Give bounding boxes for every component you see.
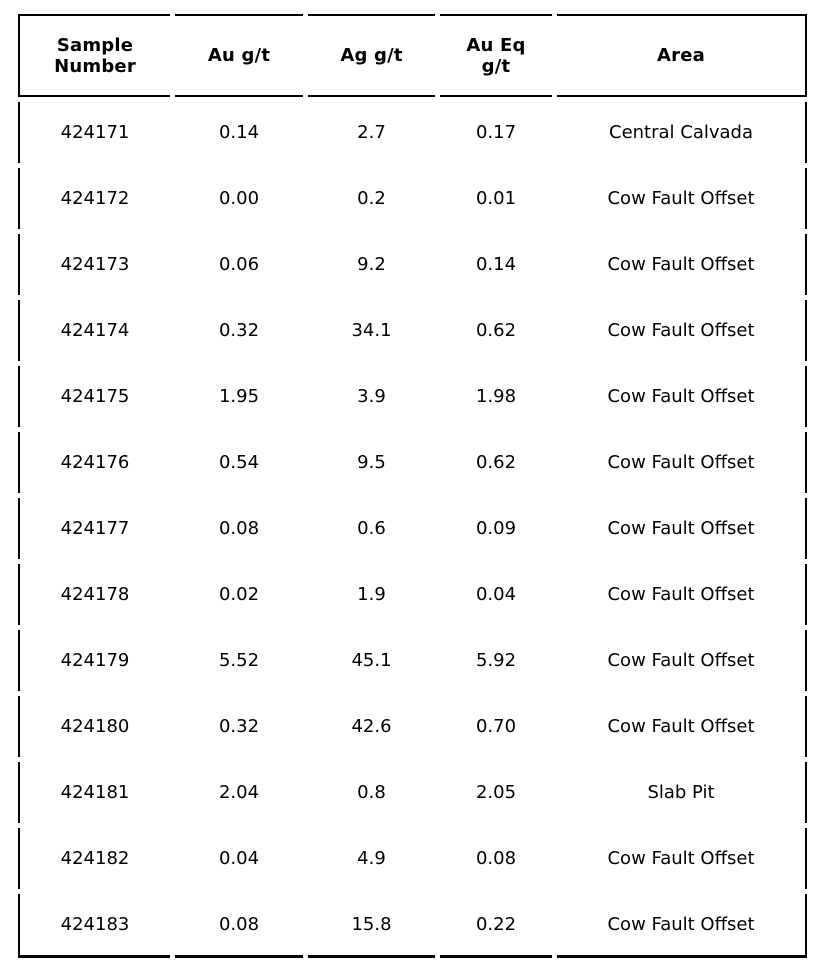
cell-ag-gt: 15.8 <box>308 894 435 958</box>
cell-area: Central Calvada <box>557 102 807 163</box>
cell-area: Cow Fault Offset <box>557 432 807 493</box>
column-header-sample-number: Sample Number <box>18 14 170 97</box>
cell-ag-gt: 42.6 <box>351 716 392 737</box>
cell-ag-gt: 4.9 <box>357 848 386 869</box>
cell-ag-gt: 3.9 <box>357 386 386 407</box>
table-row-424171: 424171 0.14 2.7 0.17 Central Calvada <box>18 102 807 163</box>
cell-area: Slab Pit <box>557 762 807 823</box>
column-header-ag-gt: Ag g/t <box>308 14 435 97</box>
cell-au-eq-gt: 5.92 <box>475 650 517 671</box>
table-row-424181: 424181 2.04 0.8 2.05 Slab Pit <box>18 762 807 823</box>
cell-sample-number: 424171 <box>18 102 170 163</box>
cell-au-gt: 1.95 <box>218 386 260 407</box>
cell-au-eq-gt: 0.17 <box>475 122 517 143</box>
cell-au-gt: 0.08 <box>175 894 303 958</box>
cell-au-gt: 0.54 <box>218 452 260 473</box>
cell-ag-gt: 0.6 <box>357 518 386 539</box>
cell-ag-gt: 1.9 <box>357 584 386 605</box>
cell-sample-number: 424182 <box>18 828 170 889</box>
table-body: 424171 0.14 2.7 0.17 Central Calvada 424172 0.… <box>18 102 807 958</box>
table-row-424180: 424180 0.32 42.6 0.70 Cow Fault Offset <box>18 696 807 757</box>
cell-au-eq-gt: 0.62 <box>475 452 517 473</box>
cell-au-gt: 5.52 <box>218 650 260 671</box>
cell-au-gt: 0.32 <box>218 320 260 341</box>
cell-ag-gt: 9.5 <box>357 452 386 473</box>
cell-au-gt: 0.14 <box>218 122 260 143</box>
cell-au-gt: 0.32 <box>218 716 260 737</box>
table-header: Sample Number Au g/t Ag g/t Au Eq g/t Area <box>18 14 807 97</box>
cell-au-gt: 0.00 <box>218 188 260 209</box>
cell-area: Cow Fault Offset <box>557 894 807 958</box>
cell-ag-gt: 45.1 <box>351 650 392 671</box>
cell-sample-number: 424181 <box>18 762 170 823</box>
cell-au-gt: 0.06 <box>218 254 260 275</box>
cell-area: Cow Fault Offset <box>557 630 807 691</box>
cell-area: Cow Fault Offset <box>557 696 807 757</box>
cell-ag-gt: 0.2 <box>357 188 386 209</box>
cell-area: Cow Fault Offset <box>557 234 807 295</box>
table-row-424175: 424175 1.95 3.9 1.98 Cow Fault Offset <box>18 366 807 427</box>
cell-area: Cow Fault Offset <box>557 564 807 625</box>
table-row-424178: 424178 0.02 1.9 0.04 Cow Fault Offset <box>18 564 807 625</box>
cell-ag-gt: 2.7 <box>357 122 386 143</box>
cell-area: Cow Fault Offset <box>557 498 807 559</box>
cell-au-eq-gt: 0.22 <box>440 894 552 958</box>
assay-results-table: Sample Number Au g/t Ag g/t Au Eq g/t Area 4… <box>13 9 812 963</box>
cell-au-eq-gt: 1.98 <box>475 386 517 407</box>
cell-ag-gt: 0.8 <box>357 782 386 803</box>
column-header-au-gt: Au g/t <box>175 14 303 97</box>
table-row-424174: 424174 0.32 34.1 0.62 Cow Fault Offset <box>18 300 807 361</box>
cell-area: Cow Fault Offset <box>557 366 807 427</box>
cell-au-eq-gt: 0.14 <box>475 254 517 275</box>
cell-area: Cow Fault Offset <box>557 300 807 361</box>
cell-au-gt: 0.04 <box>218 848 260 869</box>
cell-ag-gt: 9.2 <box>357 254 386 275</box>
cell-ag-gt: 34.1 <box>351 320 392 341</box>
table-row-424182: 424182 0.04 4.9 0.08 Cow Fault Offset <box>18 828 807 889</box>
cell-au-eq-gt: 0.08 <box>475 848 517 869</box>
column-header-au-eq-gt: Au Eq g/t <box>440 14 552 97</box>
cell-sample-number: 424178 <box>18 564 170 625</box>
cell-au-eq-gt: 0.62 <box>475 320 517 341</box>
cell-sample-number: 424176 <box>18 432 170 493</box>
cell-sample-number: 424183 <box>18 894 170 958</box>
cell-sample-number: 424174 <box>18 300 170 361</box>
cell-au-eq-gt: 2.05 <box>475 782 517 803</box>
cell-au-eq-gt: 0.70 <box>475 716 517 737</box>
table-row-424179: 424179 5.52 45.1 5.92 Cow Fault Offset <box>18 630 807 691</box>
cell-sample-number: 424172 <box>18 168 170 229</box>
cell-sample-number: 424179 <box>18 630 170 691</box>
cell-area: Cow Fault Offset <box>557 828 807 889</box>
cell-sample-number: 424173 <box>18 234 170 295</box>
cell-area: Cow Fault Offset <box>557 168 807 229</box>
cell-au-gt: 0.08 <box>218 518 260 539</box>
cell-au-gt: 0.02 <box>218 584 260 605</box>
header-row: Sample Number Au g/t Ag g/t Au Eq g/t Area <box>18 14 807 97</box>
cell-au-eq-gt: 0.09 <box>475 518 517 539</box>
table-row-424183: 424183 0.08 15.8 0.22 Cow Fault Offset <box>18 894 807 958</box>
table-row-424173: 424173 0.06 9.2 0.14 Cow Fault Offset <box>18 234 807 295</box>
table-row-424177: 424177 0.08 0.6 0.09 Cow Fault Offset <box>18 498 807 559</box>
cell-sample-number: 424177 <box>18 498 170 559</box>
table-row-424172: 424172 0.00 0.2 0.01 Cow Fault Offset <box>18 168 807 229</box>
cell-au-gt: 2.04 <box>218 782 260 803</box>
table-row-424176: 424176 0.54 9.5 0.62 Cow Fault Offset <box>18 432 807 493</box>
cell-sample-number: 424180 <box>18 696 170 757</box>
column-header-area: Area <box>557 14 807 97</box>
cell-au-eq-gt: 0.04 <box>475 584 517 605</box>
cell-au-eq-gt: 0.01 <box>475 188 517 209</box>
cell-sample-number: 424175 <box>18 366 170 427</box>
